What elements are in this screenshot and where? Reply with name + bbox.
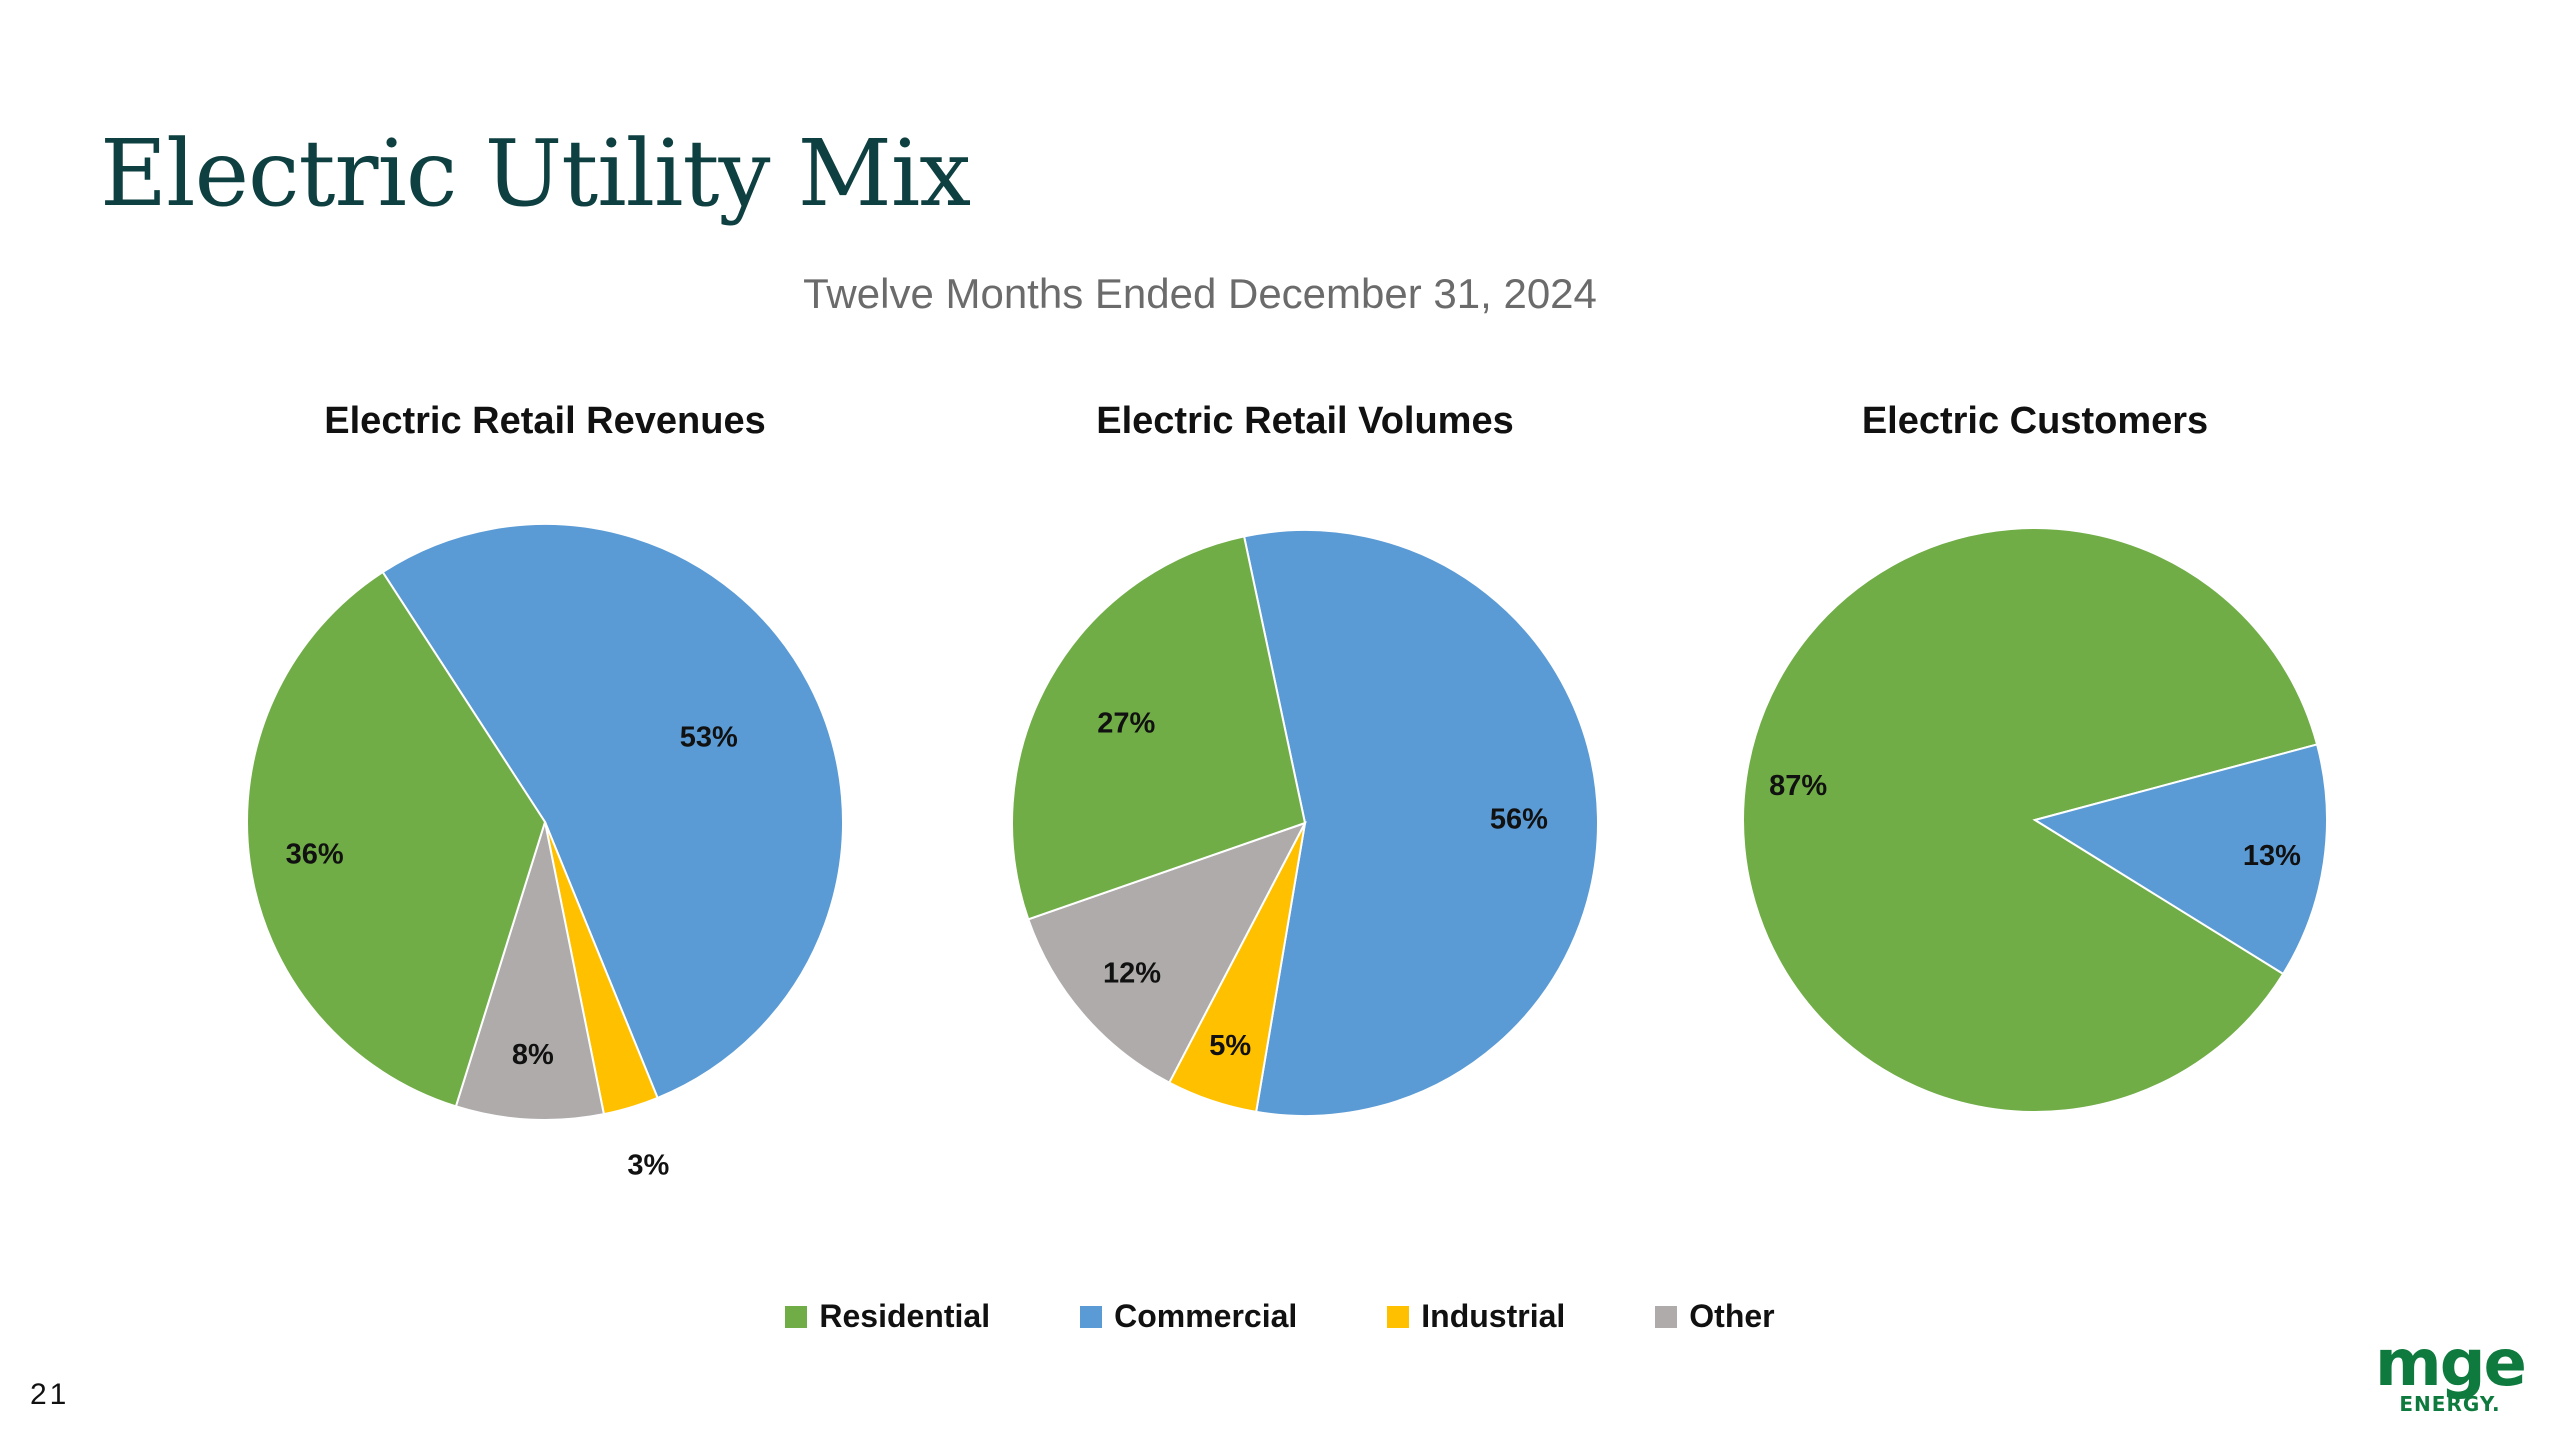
page-number: 21 xyxy=(30,1378,70,1411)
pie-chart-revenues: Electric Retail Revenues 53% 3% 8% 36% xyxy=(185,400,905,1180)
chart-title: Electric Customers xyxy=(1861,400,2209,442)
chart-title: Electric Retail Volumes xyxy=(1096,400,1514,442)
data-label-commercial: 53% xyxy=(680,721,738,753)
data-label-commercial: 56% xyxy=(1490,804,1548,836)
legend-label: Residential xyxy=(819,1298,991,1334)
pie-slice-commercial xyxy=(2032,743,2328,976)
pie-slice-commercial xyxy=(1242,529,1599,1117)
mge-energy-logo: mge ENERGY. xyxy=(2368,1327,2532,1416)
data-label-other: 12% xyxy=(1103,957,1161,989)
logo-wordmark: mge xyxy=(2375,1327,2527,1401)
pie-slice-residential xyxy=(1011,535,1307,921)
chart-title: Electric Retail Revenues xyxy=(324,400,766,442)
data-label-residential: 87% xyxy=(1769,770,1827,802)
legend-label: Industrial xyxy=(1421,1298,1566,1334)
legend-item-other: Other xyxy=(1655,1298,1775,1335)
pie-svg: 53% 3% 8% 36% xyxy=(246,523,844,1180)
pie-slice-other xyxy=(454,821,606,1121)
legend-swatch xyxy=(1080,1305,1103,1328)
pie-slice-residential xyxy=(246,570,547,1108)
pie-svg: 56% 5% 12% 27% xyxy=(1011,529,1599,1117)
logo-subtext: ENERGY. xyxy=(2399,1392,2501,1416)
legend-item-industrial: Industrial xyxy=(1387,1298,1565,1335)
pie-slice-commercial xyxy=(381,523,844,1100)
legend-swatch xyxy=(785,1305,808,1328)
pie-svg: 87% 13% xyxy=(1742,527,2328,1114)
data-label-commercial: 13% xyxy=(2243,840,2301,872)
data-label-residential: 36% xyxy=(286,839,344,871)
data-label-industrial: 3% xyxy=(627,1149,669,1180)
pie-slice-other xyxy=(1027,821,1308,1085)
legend-label: Other xyxy=(1689,1298,1775,1334)
legend-swatch xyxy=(1387,1305,1410,1328)
legend-label: Commercial xyxy=(1114,1298,1298,1334)
slide-title: Electric Utility Mix xyxy=(100,120,971,227)
pie-chart-volumes: Electric Retail Volumes 56% 5% 12% 27% xyxy=(945,400,1665,1180)
chart-legend: Residential Commercial Industrial Other xyxy=(0,1298,2560,1335)
legend-swatch xyxy=(1655,1305,1678,1328)
legend-item-residential: Residential xyxy=(785,1298,990,1335)
pie-chart-customers: Electric Customers 87% 13% xyxy=(1675,400,2395,1180)
pie-slice-residential xyxy=(1742,527,2319,1114)
slide-subtitle: Twelve Months Ended December 31, 2024 xyxy=(803,270,1597,317)
data-label-industrial: 5% xyxy=(1209,1030,1251,1062)
legend-item-commercial: Commercial xyxy=(1080,1298,1297,1335)
data-label-other: 8% xyxy=(512,1039,554,1071)
data-label-residential: 27% xyxy=(1097,707,1155,739)
